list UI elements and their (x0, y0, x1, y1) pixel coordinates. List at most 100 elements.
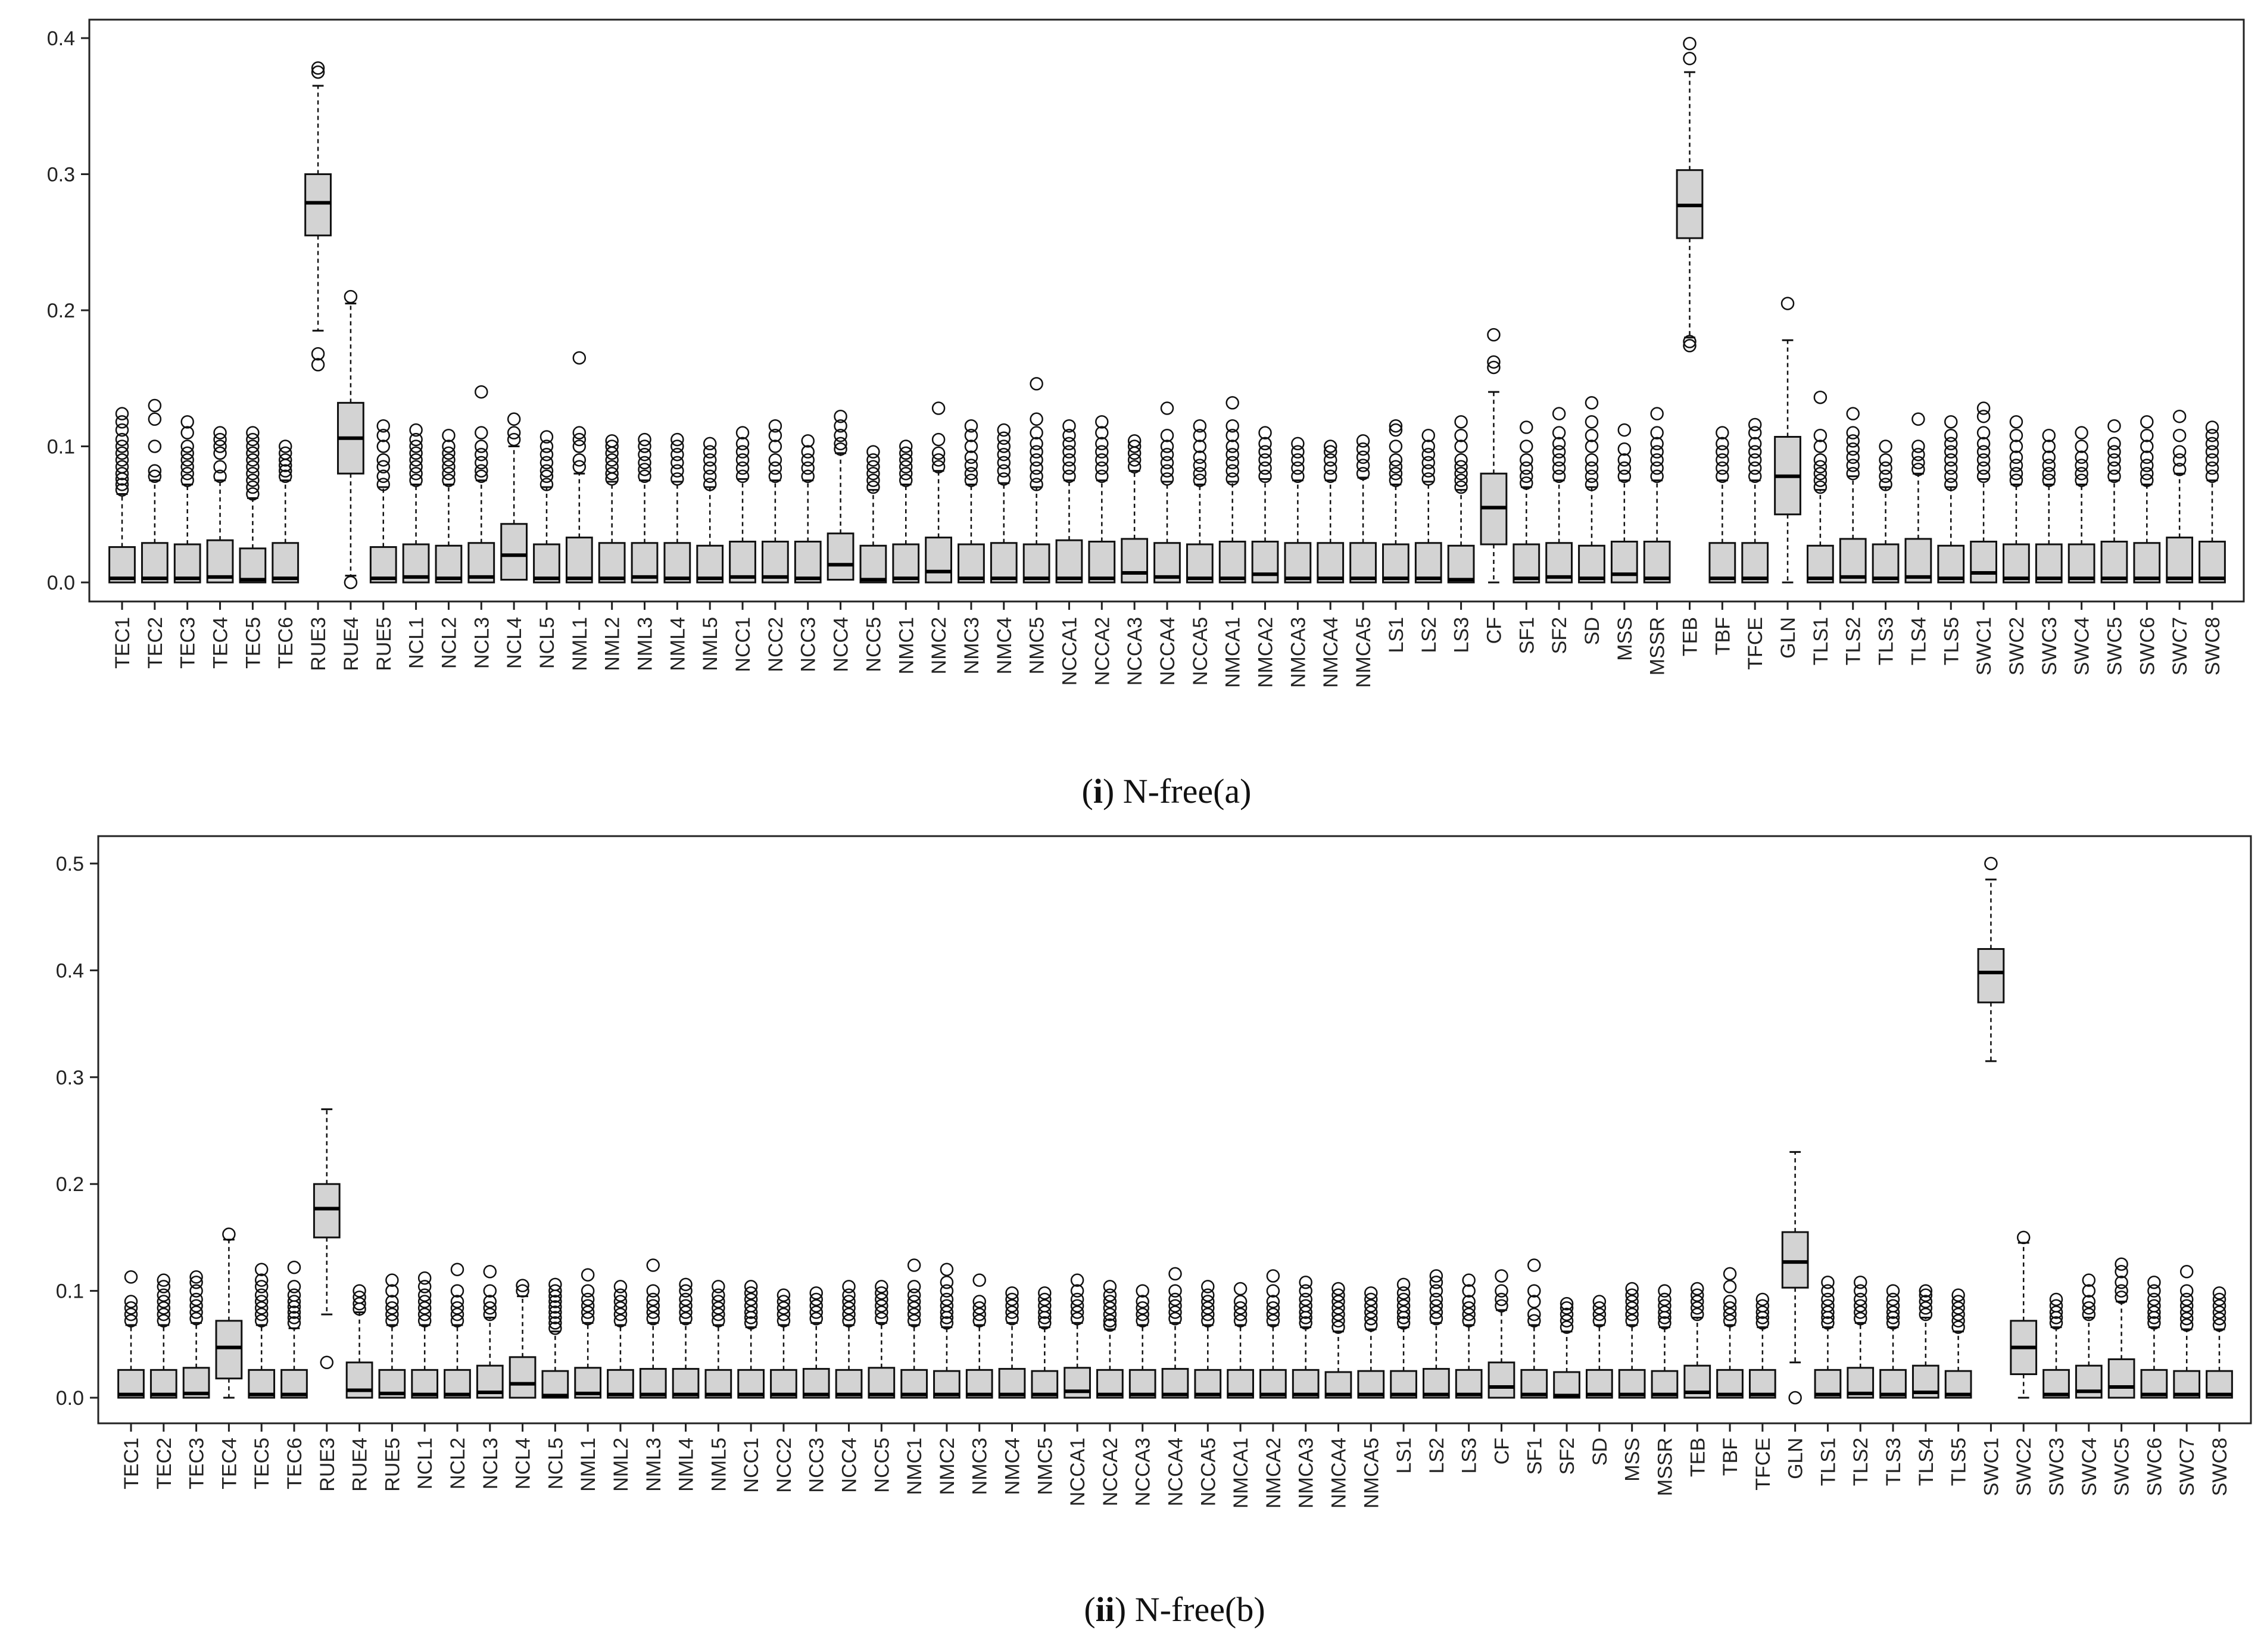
outlier-point (1225, 396, 1239, 410)
outlier-point (842, 1314, 856, 1328)
outlier-point (376, 478, 390, 491)
outlier-point (1716, 461, 1729, 475)
outlier-point (1389, 423, 1403, 437)
x-tick-label: TEC1 (120, 1438, 143, 1489)
outlier-point (1919, 1295, 1933, 1308)
outlier-point (2016, 1230, 2031, 1245)
outlier-point (907, 1258, 921, 1272)
outlier-point (1225, 419, 1239, 433)
box-rue3 (313, 1108, 341, 1370)
x-tick-label: NCCA5 (1189, 617, 1212, 685)
outlier-point (1005, 1299, 1019, 1313)
outlier-point (2179, 1305, 2194, 1319)
outlier-point (1625, 1301, 1639, 1315)
outlier-point (997, 431, 1011, 445)
box-tls3 (1879, 1284, 1907, 1399)
box-nml3 (639, 1258, 667, 1399)
box-ncc3 (802, 1286, 830, 1399)
x-tick-label: TLS4 (1915, 1438, 1938, 1486)
outlier-point (1625, 1307, 1639, 1321)
outlier-point (1520, 461, 1533, 475)
outlier-point (866, 466, 880, 481)
outlier-point (1650, 445, 1664, 459)
x-tick-label: NCL4 (503, 617, 526, 669)
outlier-point (1585, 415, 1599, 429)
x-tick-label: NML1 (569, 617, 591, 671)
outlier-point (1886, 1316, 1900, 1330)
x-tick-label: TEC3 (177, 617, 199, 669)
outlier-point (646, 1305, 660, 1319)
outlier-point (1389, 460, 1403, 474)
outlier-point (1951, 1314, 1965, 1328)
box-body (173, 543, 201, 584)
outlier-point (703, 437, 717, 451)
outlier-point (907, 1301, 921, 1315)
outlier-point (1527, 1295, 1541, 1308)
outlier-point (1585, 396, 1599, 410)
outlier-point (581, 1299, 595, 1313)
x-tick-label: NMCA5 (1352, 617, 1375, 688)
x-tick-label: NCL2 (438, 617, 460, 669)
outlier-point (2147, 1299, 2161, 1313)
outlier-point (1813, 453, 1828, 467)
outlier-point (572, 440, 587, 453)
box-tec6 (272, 440, 300, 584)
outlier-point (1625, 1295, 1639, 1308)
outlier-point (2009, 459, 2023, 472)
x-tick-label: SWC6 (2143, 1438, 2166, 1496)
outlier-point (1136, 1284, 1149, 1298)
outlier-point (246, 426, 260, 440)
outlier-point (842, 1301, 856, 1315)
outlier-point (1617, 442, 1632, 456)
outlier-point (1919, 1301, 1933, 1315)
outlier-point (972, 1295, 986, 1308)
box-tls4 (1904, 412, 1932, 584)
outlier-point (180, 426, 194, 440)
outlier-point (311, 358, 325, 372)
outlier-point (1495, 1299, 1508, 1313)
x-tick-label: RUE4 (340, 617, 363, 671)
outlier-point (1030, 461, 1043, 475)
outlier-point (1429, 1275, 1443, 1289)
box-body (1578, 544, 1605, 584)
box-body (1218, 540, 1246, 584)
outlier-point (899, 460, 913, 474)
x-tick-label: TEC6 (275, 617, 297, 669)
box-body (1251, 540, 1279, 584)
outlier-point (1658, 1299, 1672, 1313)
box-ncl3 (467, 385, 495, 584)
outlier-point (1976, 461, 1991, 475)
box-body (1781, 1231, 1809, 1289)
box-ncc1 (729, 426, 756, 584)
outlier-point (613, 1307, 628, 1321)
x-tick-label: LS2 (1426, 1438, 1448, 1474)
outlier-point (254, 1280, 269, 1293)
outlier-point (2082, 1284, 2096, 1298)
outlier-point (1886, 1305, 1900, 1319)
x-tick-label: NCL1 (414, 1438, 436, 1489)
outlier-point (311, 65, 325, 79)
outlier-point (385, 1273, 399, 1287)
outlier-point (744, 1292, 758, 1307)
outlier-point (1552, 426, 1566, 440)
outlier-point (548, 1311, 562, 1324)
outlier-point (1691, 1288, 1704, 1302)
outlier-point (744, 1305, 758, 1319)
x-tick-label: SF2 (1556, 1438, 1579, 1475)
box-ncca1 (1064, 1273, 1091, 1399)
x-tick-label: NML5 (707, 1438, 730, 1492)
outlier-point (1520, 476, 1533, 490)
x-tick-label: NMCA5 (1360, 1438, 1383, 1508)
box-nml2 (598, 434, 626, 584)
box-body (859, 544, 887, 584)
outlier-point (246, 473, 260, 487)
box-body (2067, 543, 2095, 584)
outlier-point (679, 1284, 693, 1298)
outlier-point (809, 1299, 823, 1313)
outlier-point (2205, 461, 2219, 475)
outlier-point (1748, 453, 1762, 467)
outlier-point (1299, 1284, 1312, 1298)
outlier-point (2009, 428, 2023, 442)
outlier-point (638, 440, 651, 453)
outlier-point (1095, 469, 1109, 484)
